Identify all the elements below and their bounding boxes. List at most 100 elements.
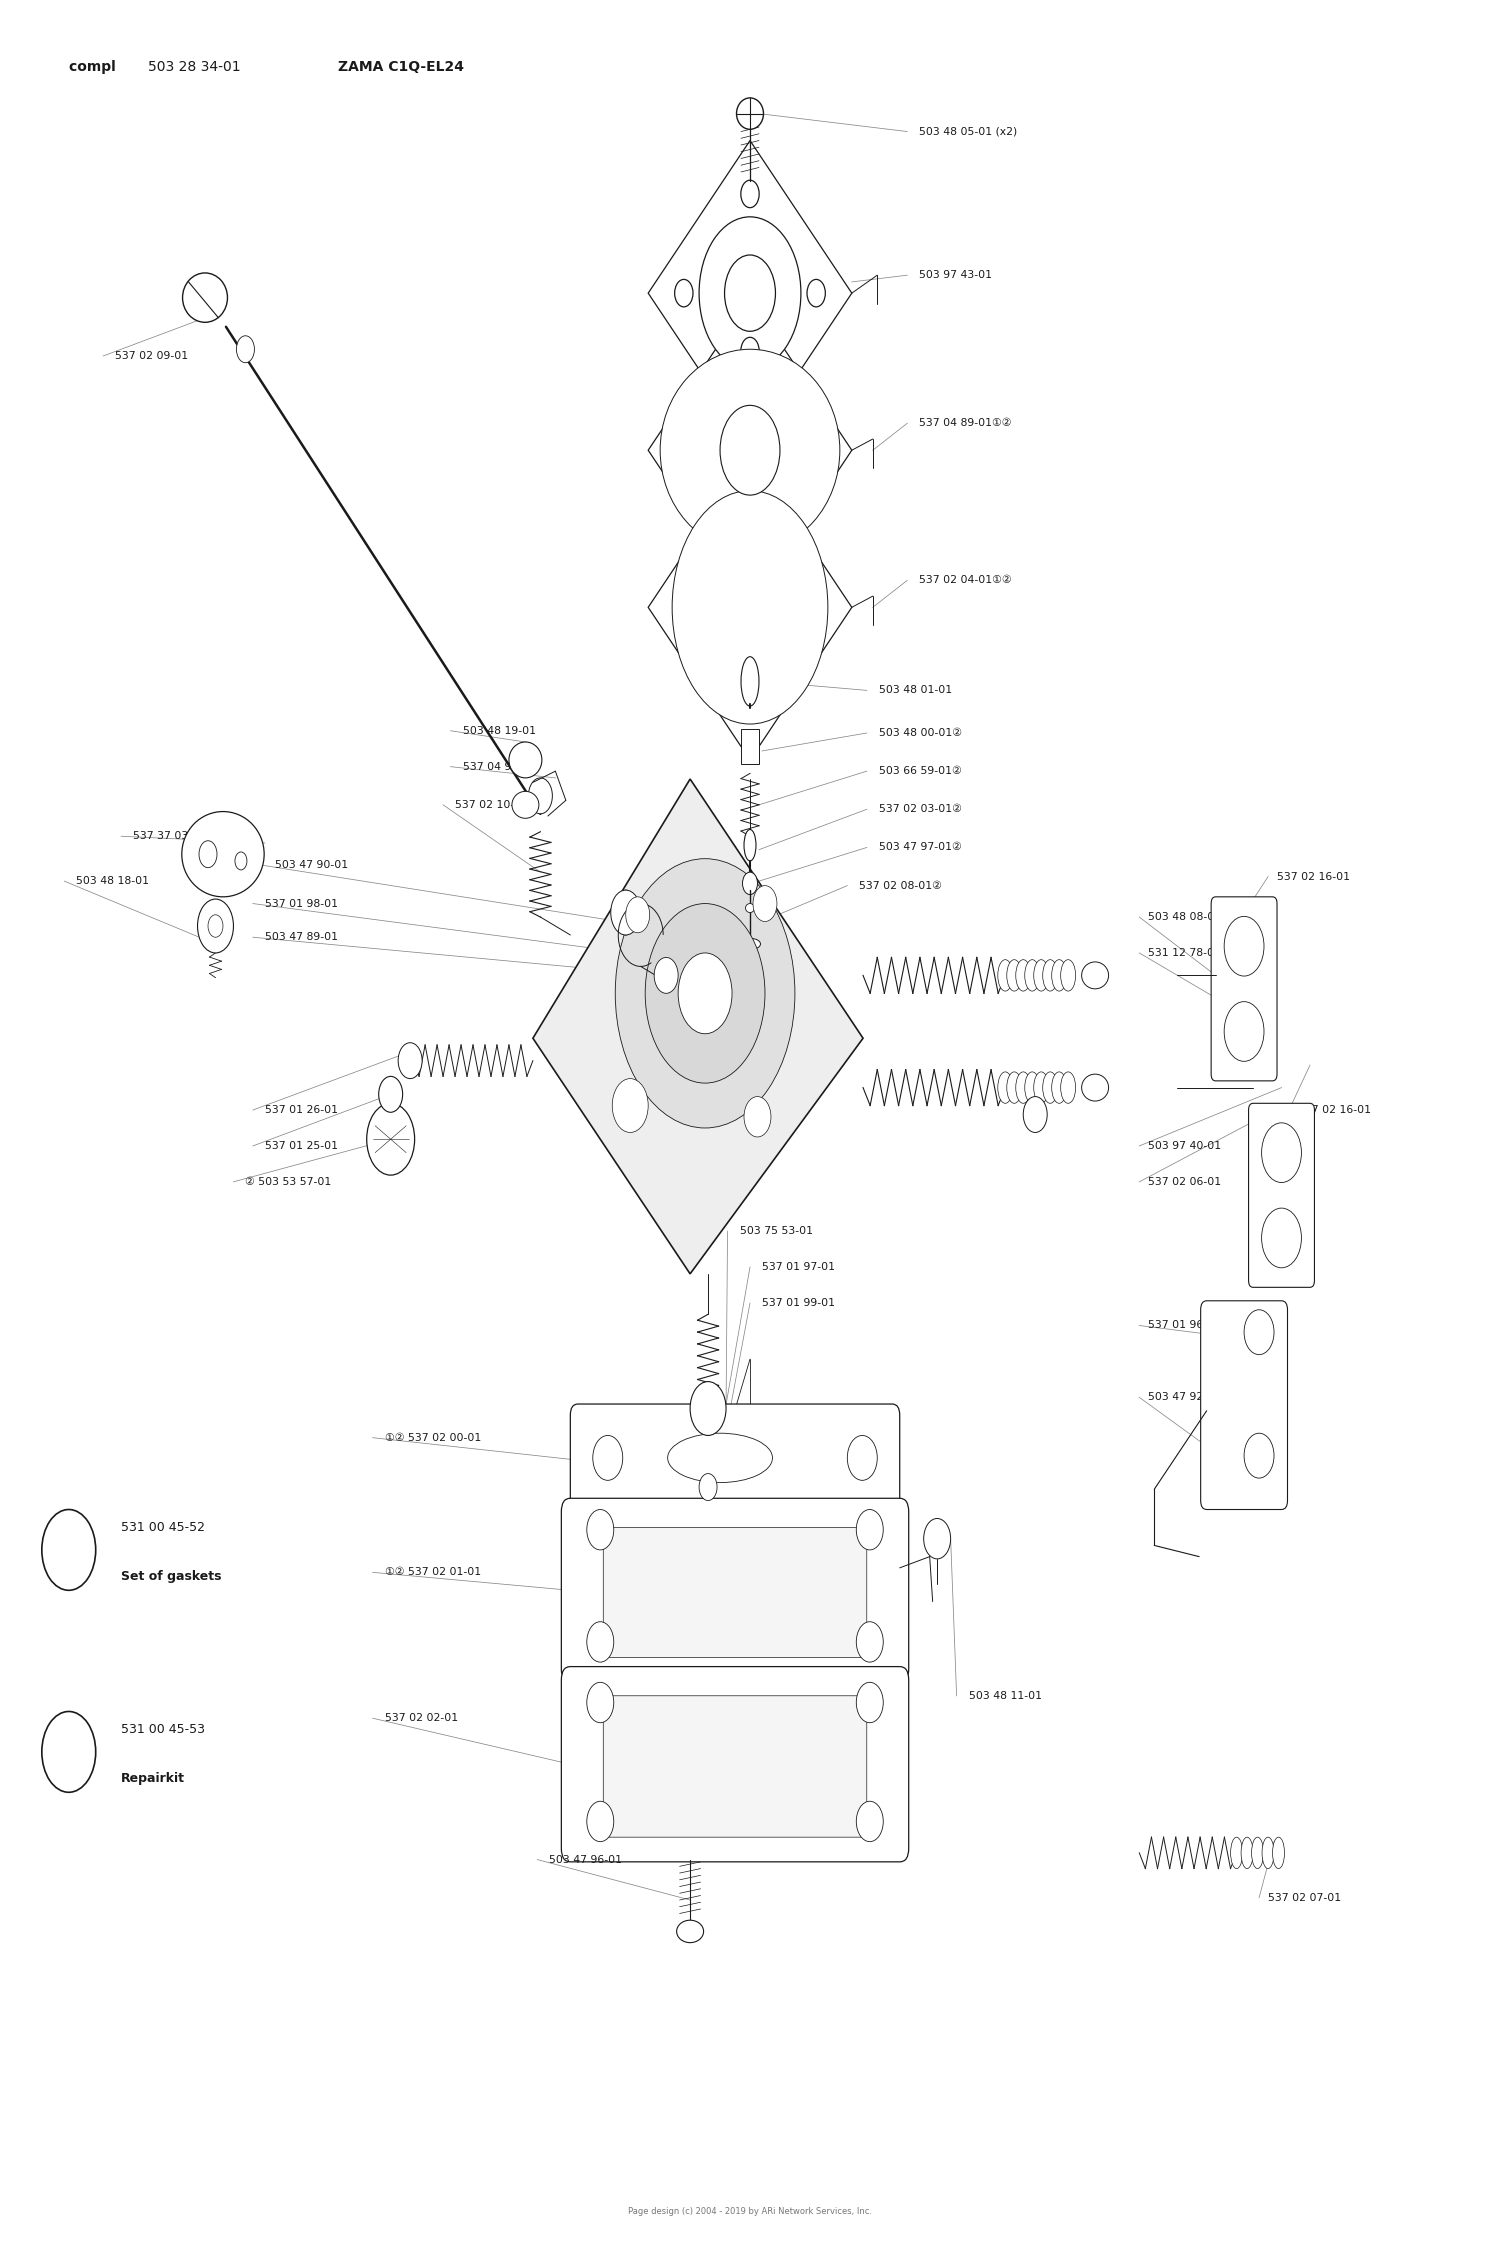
- Text: 503 47 96-01: 503 47 96-01: [549, 1854, 622, 1865]
- Circle shape: [654, 957, 678, 993]
- Circle shape: [924, 1519, 951, 1559]
- FancyBboxPatch shape: [603, 1696, 867, 1838]
- Circle shape: [741, 377, 759, 407]
- Circle shape: [675, 436, 693, 463]
- Ellipse shape: [736, 99, 764, 130]
- Circle shape: [753, 885, 777, 921]
- Circle shape: [615, 858, 795, 1128]
- Text: 537 01 97-01: 537 01 97-01: [762, 1263, 836, 1272]
- Text: 503 28 34-01: 503 28 34-01: [148, 61, 244, 74]
- Ellipse shape: [744, 829, 756, 861]
- Bar: [741, 728, 759, 764]
- Text: 503 48 08-01: 503 48 08-01: [1149, 912, 1221, 921]
- Ellipse shape: [740, 939, 760, 950]
- Circle shape: [198, 899, 234, 953]
- Polygon shape: [648, 142, 852, 445]
- Ellipse shape: [1060, 1072, 1076, 1103]
- Circle shape: [612, 1079, 648, 1132]
- Circle shape: [744, 1097, 771, 1137]
- Circle shape: [1244, 1310, 1274, 1355]
- Ellipse shape: [676, 1921, 703, 1944]
- Text: 503 47 92-01: 503 47 92-01: [1149, 1393, 1221, 1402]
- Circle shape: [1023, 1097, 1047, 1132]
- Circle shape: [1224, 1002, 1264, 1061]
- Circle shape: [586, 1683, 613, 1723]
- Circle shape: [699, 216, 801, 369]
- Ellipse shape: [183, 272, 228, 321]
- Ellipse shape: [1082, 1074, 1108, 1101]
- Circle shape: [209, 915, 224, 937]
- Ellipse shape: [1251, 1838, 1263, 1870]
- FancyBboxPatch shape: [1200, 1301, 1287, 1510]
- Text: 503 47 90-01: 503 47 90-01: [276, 861, 348, 870]
- Polygon shape: [648, 454, 852, 759]
- Text: 503 47 97-01②: 503 47 97-01②: [879, 843, 962, 852]
- Text: ② 503 53 57-01: ② 503 53 57-01: [246, 1177, 332, 1186]
- Text: 537 01 25-01: 537 01 25-01: [266, 1141, 338, 1150]
- Circle shape: [724, 254, 776, 330]
- Text: 2: 2: [64, 1746, 74, 1759]
- Text: compl: compl: [69, 61, 120, 74]
- Ellipse shape: [1042, 1072, 1058, 1103]
- Text: Page design (c) 2004 - 2019 by ARi Network Services, Inc.: Page design (c) 2004 - 2019 by ARi Netwo…: [628, 2207, 872, 2216]
- Ellipse shape: [998, 1072, 1012, 1103]
- Text: 537 37 03-01: 537 37 03-01: [134, 831, 206, 840]
- Circle shape: [398, 1043, 422, 1079]
- Polygon shape: [648, 297, 852, 602]
- Ellipse shape: [746, 903, 754, 912]
- Ellipse shape: [1052, 959, 1066, 991]
- Text: 531 00 45-53: 531 00 45-53: [122, 1723, 206, 1737]
- Ellipse shape: [1240, 1838, 1252, 1870]
- Circle shape: [741, 535, 759, 564]
- Circle shape: [742, 872, 758, 894]
- Circle shape: [236, 852, 248, 870]
- Ellipse shape: [660, 348, 840, 551]
- Circle shape: [720, 404, 780, 494]
- Ellipse shape: [1262, 1838, 1274, 1870]
- Ellipse shape: [1060, 959, 1076, 991]
- Text: 1: 1: [64, 1544, 74, 1557]
- Text: 537 01 96-01: 537 01 96-01: [1149, 1321, 1221, 1330]
- Circle shape: [1244, 1434, 1274, 1479]
- Polygon shape: [532, 780, 862, 1274]
- Text: 537 01 26-01: 537 01 26-01: [266, 1106, 338, 1115]
- FancyBboxPatch shape: [1210, 897, 1276, 1081]
- Text: 537 02 06-01: 537 02 06-01: [1149, 1177, 1221, 1186]
- Circle shape: [672, 490, 828, 724]
- Circle shape: [675, 279, 693, 308]
- Ellipse shape: [1042, 959, 1058, 991]
- Circle shape: [847, 1436, 877, 1481]
- Circle shape: [690, 1382, 726, 1436]
- Text: 503 97 43-01: 503 97 43-01: [920, 270, 992, 281]
- Text: 537 02 09-01: 537 02 09-01: [116, 351, 189, 362]
- Ellipse shape: [1024, 1072, 1039, 1103]
- Circle shape: [42, 1510, 96, 1591]
- Text: 503 48 11-01: 503 48 11-01: [969, 1690, 1041, 1701]
- Circle shape: [856, 1683, 883, 1723]
- Ellipse shape: [1272, 1838, 1284, 1870]
- Text: 503 48 01-01: 503 48 01-01: [879, 685, 953, 694]
- Circle shape: [626, 897, 650, 933]
- Circle shape: [741, 337, 759, 364]
- Circle shape: [741, 494, 759, 521]
- Text: 537 01 98-01: 537 01 98-01: [266, 899, 338, 908]
- Circle shape: [807, 436, 825, 463]
- FancyBboxPatch shape: [561, 1667, 909, 1863]
- Ellipse shape: [1007, 1072, 1022, 1103]
- Ellipse shape: [998, 959, 1012, 991]
- Circle shape: [1262, 1124, 1302, 1182]
- Text: 503 48 05-01 (x2): 503 48 05-01 (x2): [920, 126, 1017, 137]
- Ellipse shape: [509, 742, 542, 777]
- Text: 537 02 02-01: 537 02 02-01: [384, 1712, 458, 1723]
- Ellipse shape: [1016, 959, 1031, 991]
- Circle shape: [586, 1622, 613, 1663]
- Ellipse shape: [1007, 959, 1022, 991]
- Circle shape: [741, 180, 759, 207]
- Text: 537 04 90-01: 537 04 90-01: [462, 762, 536, 771]
- Ellipse shape: [1016, 1072, 1031, 1103]
- Text: 503 48 00-01②: 503 48 00-01②: [879, 728, 962, 737]
- Circle shape: [856, 1622, 883, 1663]
- Text: 537 02 10-01: 537 02 10-01: [454, 800, 528, 809]
- Ellipse shape: [668, 1434, 772, 1483]
- Circle shape: [586, 1802, 613, 1843]
